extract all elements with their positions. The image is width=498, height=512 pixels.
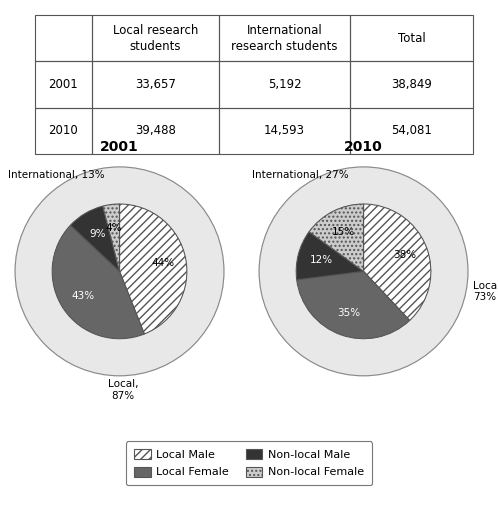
Circle shape	[52, 204, 187, 339]
Text: 14,593: 14,593	[264, 124, 305, 137]
Text: Local,
73%: Local, 73%	[473, 281, 498, 303]
Bar	[92, 108, 219, 154]
Title: 2001: 2001	[100, 140, 139, 154]
Text: 43%: 43%	[72, 291, 95, 301]
Bar	[35, 15, 92, 61]
Circle shape	[15, 167, 224, 376]
Bar	[92, 61, 219, 108]
Text: Local research
students: Local research students	[113, 24, 198, 53]
Text: 4%: 4%	[106, 223, 123, 233]
Wedge shape	[297, 271, 410, 339]
Text: International, 13%: International, 13%	[8, 170, 105, 180]
Wedge shape	[309, 204, 364, 271]
Text: 33,657: 33,657	[135, 78, 176, 91]
Text: 2010: 2010	[48, 124, 78, 137]
Wedge shape	[364, 204, 431, 321]
Circle shape	[259, 167, 468, 376]
Legend: Local Male, Local Female, Non-local Male, Non-local Female: Local Male, Local Female, Non-local Male…	[126, 441, 372, 485]
Text: 35%: 35%	[337, 308, 360, 317]
Bar	[35, 108, 92, 154]
Text: 38%: 38%	[393, 250, 416, 260]
Text: 54,081: 54,081	[391, 124, 432, 137]
Bar	[351, 15, 473, 61]
Bar	[219, 61, 351, 108]
Bar	[35, 61, 92, 108]
Bar	[219, 108, 351, 154]
Text: 12%: 12%	[310, 255, 333, 265]
Bar	[351, 108, 473, 154]
Text: 15%: 15%	[332, 227, 355, 238]
Bar	[219, 15, 351, 61]
Bar	[351, 61, 473, 108]
Text: 38,849: 38,849	[391, 78, 432, 91]
Text: Local,
87%: Local, 87%	[108, 379, 138, 401]
Text: 39,488: 39,488	[135, 124, 176, 137]
Text: 9%: 9%	[89, 229, 106, 239]
Bar	[92, 15, 219, 61]
Text: 5,192: 5,192	[268, 78, 301, 91]
Text: 44%: 44%	[151, 258, 174, 268]
Wedge shape	[103, 204, 120, 271]
Wedge shape	[296, 232, 364, 280]
Circle shape	[296, 204, 431, 339]
Text: Total: Total	[398, 32, 426, 45]
Wedge shape	[120, 204, 187, 334]
Text: International, 27%: International, 27%	[252, 170, 349, 180]
Wedge shape	[70, 206, 120, 271]
Text: International
research students: International research students	[232, 24, 338, 53]
Text: 2001: 2001	[48, 78, 78, 91]
Wedge shape	[52, 225, 144, 339]
Title: 2010: 2010	[344, 140, 383, 154]
